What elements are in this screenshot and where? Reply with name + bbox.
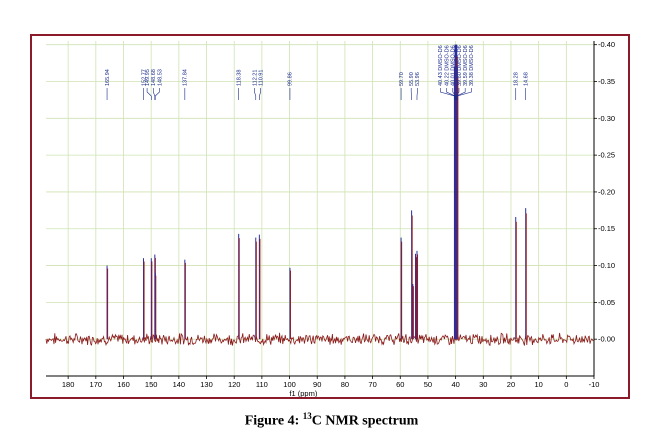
peak-label: 18.28: [514, 72, 520, 86]
x-tick-label: 100: [283, 380, 296, 389]
peak-label: 40.43 DMSO-D6: [438, 45, 444, 86]
y-tick-label: -0.35: [598, 77, 615, 86]
x-tick-label: 30: [479, 380, 487, 389]
nmr-spectrum-plot: 180 170 160 150 140 130 120 110 100 90 80 70 60 50 40 3…: [45, 40, 615, 397]
peak-label: 152.77: [141, 69, 147, 86]
baseline-noise: [45, 332, 594, 347]
x-tick-label: 90: [313, 380, 321, 389]
peak-label: 112.21: [252, 70, 258, 86]
peak-label: 53.96: [415, 72, 421, 86]
y-tick-label: -0.20: [598, 187, 615, 196]
peak-label: 165.94: [105, 69, 111, 86]
peak-label: 39.59 DMSO-D6: [463, 45, 469, 86]
peak-label: 99.86: [288, 72, 294, 86]
caption-superscript: 13: [302, 411, 312, 421]
peak-label: 39.38 DMSO-D6: [469, 45, 475, 86]
peak-label: 14.68: [523, 72, 529, 86]
x-axis-title: f1 (ppm): [289, 389, 317, 397]
spectrum-frame: 180 170 160 150 140 130 120 110 100 90 80 70 60 50 40 3…: [30, 34, 630, 399]
y-tick-label: -0.05: [598, 298, 615, 307]
y-tick-label: -0.15: [598, 224, 615, 233]
x-tick-label: 170: [90, 380, 103, 389]
x-tick-label: 140: [173, 380, 186, 389]
peak-label-leader: [259, 88, 261, 100]
y-tick-label: -0.00: [598, 335, 615, 344]
peak-label: 149.95: [145, 69, 151, 86]
peak-label-leader: [146, 88, 152, 100]
x-tick-label: 10: [534, 380, 542, 389]
peak-label: 59.70: [399, 72, 405, 86]
x-tick-label: 50: [424, 380, 432, 389]
x-tick-label: -10: [589, 380, 600, 389]
peak-label: 39.80 DMSO-D6: [457, 45, 463, 86]
peak-label: 110.91: [258, 70, 264, 86]
peak-label: 40.22 DMSO-D6: [444, 45, 450, 86]
peak-label: 148.53: [157, 69, 163, 86]
x-tick-label: 70: [368, 380, 376, 389]
y-tick-label: -0.40: [598, 40, 615, 49]
peak-label-leader: [154, 88, 160, 100]
y-tick-label: -0.25: [598, 151, 615, 160]
peak-label: 55.90: [409, 72, 415, 86]
peak-label-leader: [455, 88, 460, 100]
peak-label: 148.68: [151, 69, 157, 86]
caption-suffix: C NMR spectrum: [311, 413, 419, 429]
x-tick-label: 40: [451, 380, 459, 389]
figure-caption: Figure 4: 13C NMR spectrum: [0, 411, 663, 430]
peak-label-leader: [440, 88, 455, 100]
y-tick-label: -0.10: [598, 261, 615, 270]
x-tick-label: 0: [564, 380, 568, 389]
peak-label-leader: [452, 88, 456, 100]
x-tick-label: 180: [62, 380, 75, 389]
x-tick-label: 150: [145, 380, 158, 389]
x-tick-label: 60: [396, 380, 404, 389]
x-tick-label: 130: [200, 380, 213, 389]
peak-label: 40.01 DMSO-D6: [451, 45, 457, 86]
x-tick-label: 110: [256, 380, 268, 389]
x-tick-label: 20: [507, 380, 515, 389]
x-tick-label: 160: [117, 380, 130, 389]
peak-label-leader: [446, 88, 456, 100]
peak-label-leader: [456, 88, 466, 100]
peak-label-leader: [152, 88, 156, 100]
peak-label: 137.84: [183, 69, 189, 86]
peak-label-leader: [457, 88, 472, 100]
x-tick-label: 120: [228, 380, 241, 389]
y-tick-label: -0.30: [598, 114, 615, 123]
peak-label-leader: [254, 88, 257, 100]
x-tick-label: 80: [341, 380, 349, 389]
caption-prefix: Figure 4:: [244, 413, 303, 429]
peak-label: 118.38: [236, 70, 242, 86]
